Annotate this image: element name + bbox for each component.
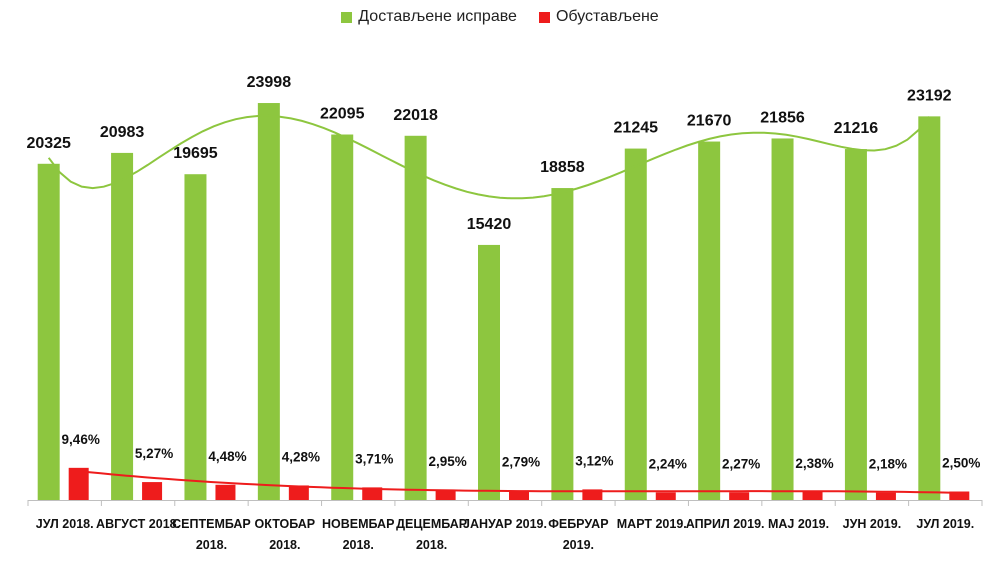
- bar-suspended: [949, 491, 970, 500]
- bar-suspended: [215, 484, 236, 500]
- bar-delivered: [37, 163, 60, 500]
- trendline-suspended: [78, 470, 960, 494]
- x-tick-label: 2019.: [563, 538, 594, 552]
- data-label-suspended: 3,12%: [575, 453, 613, 468]
- data-label-delivered: 22095: [320, 106, 365, 123]
- data-label-delivered: 21670: [687, 113, 732, 130]
- x-tick-label: 2018.: [196, 538, 227, 552]
- data-label-delivered: 20325: [26, 135, 71, 152]
- legend-item-delivered: Достављене исправе: [341, 8, 517, 26]
- bar-delivered: [551, 188, 574, 500]
- bar-suspended: [875, 492, 896, 500]
- legend-label-suspended: Обустављене: [555, 8, 659, 25]
- bar-suspended: [362, 487, 383, 500]
- bar-delivered: [257, 103, 280, 500]
- bar-delivered: [331, 134, 354, 500]
- data-label-suspended: 2,95%: [428, 454, 466, 469]
- bar-delivered: [624, 148, 647, 500]
- data-label-suspended: 2,18%: [869, 457, 907, 472]
- data-label-delivered: 21245: [614, 120, 659, 137]
- data-label-suspended: 2,50%: [942, 456, 980, 471]
- legend-swatch-delivered: [341, 11, 353, 23]
- x-tick-label: МАЈ 2019.: [768, 517, 829, 531]
- legend: Достављене исправе Обустављене: [0, 8, 1000, 26]
- bar-suspended: [582, 489, 603, 500]
- x-tick-label: НОВЕМБАР: [322, 517, 394, 531]
- data-label-suspended: 4,48%: [208, 449, 246, 464]
- x-tick-label: 2018.: [343, 538, 374, 552]
- bar-delivered: [111, 152, 134, 501]
- x-tick-label: ФЕБРУАР: [548, 517, 608, 531]
- x-tick-label: АВГУСТ 2018.: [96, 517, 180, 531]
- bar-suspended: [509, 490, 529, 500]
- x-tick-label: 2018.: [416, 538, 447, 552]
- x-tick-label: ЈУН 2019.: [843, 517, 902, 531]
- x-tick-label: ОКТОБАР: [255, 517, 316, 531]
- data-label-suspended: 3,71%: [355, 451, 393, 466]
- data-label-delivered: 21856: [760, 109, 805, 126]
- x-tick-label: ЈАНУАР 2019.: [463, 517, 547, 531]
- x-tick-label: МАРТ 2019.: [617, 517, 687, 531]
- bar-suspended: [435, 489, 456, 500]
- legend-swatch-suspended: [538, 11, 550, 23]
- bar-suspended: [142, 482, 163, 500]
- data-label-suspended: 2,24%: [649, 456, 687, 471]
- bar-suspended: [288, 485, 309, 500]
- data-label-delivered: 18858: [540, 159, 585, 176]
- data-label-suspended: 4,28%: [282, 449, 320, 464]
- data-label-delivered: 15420: [467, 216, 512, 233]
- data-label-suspended: 2,79%: [502, 455, 540, 470]
- bar-delivered: [184, 174, 207, 501]
- bar-delivered: [771, 138, 794, 500]
- bar-delivered: [698, 141, 721, 500]
- x-tick-label: АПРИЛ 2019.: [686, 517, 765, 531]
- bar-suspended: [655, 492, 676, 500]
- data-label-suspended: 2,27%: [722, 456, 760, 471]
- data-label-suspended: 9,46%: [62, 432, 100, 447]
- data-label-delivered: 21216: [834, 120, 879, 137]
- trendline-delivered: [47, 114, 931, 200]
- bar-suspended: [802, 491, 823, 500]
- bar-delivered: [404, 135, 427, 500]
- bar-delivered: [918, 116, 941, 501]
- data-label-delivered: 20983: [100, 124, 145, 141]
- data-label-suspended: 5,27%: [135, 446, 173, 461]
- bar-suspended: [729, 492, 750, 500]
- bar-delivered: [478, 244, 500, 500]
- data-label-delivered: 23192: [907, 87, 952, 104]
- bar-delivered: [844, 149, 867, 500]
- data-label-delivered: 23998: [247, 74, 292, 91]
- x-tick-label: ЈУЛ 2018.: [36, 517, 94, 531]
- x-tick-label: ЈУЛ 2019.: [916, 517, 974, 531]
- x-tick-label: ДЕЦЕМБАР: [396, 517, 467, 531]
- x-tick-label: 2018.: [269, 538, 300, 552]
- bar-suspended: [68, 467, 89, 500]
- x-tick-label: СЕПТЕМБАР: [172, 517, 251, 531]
- data-label-delivered: 19695: [173, 145, 218, 162]
- legend-label-delivered: Достављене исправе: [358, 8, 517, 25]
- legend-item-suspended: Обустављене: [538, 8, 659, 26]
- data-label-delivered: 22018: [393, 107, 438, 124]
- data-label-suspended: 2,38%: [795, 456, 833, 471]
